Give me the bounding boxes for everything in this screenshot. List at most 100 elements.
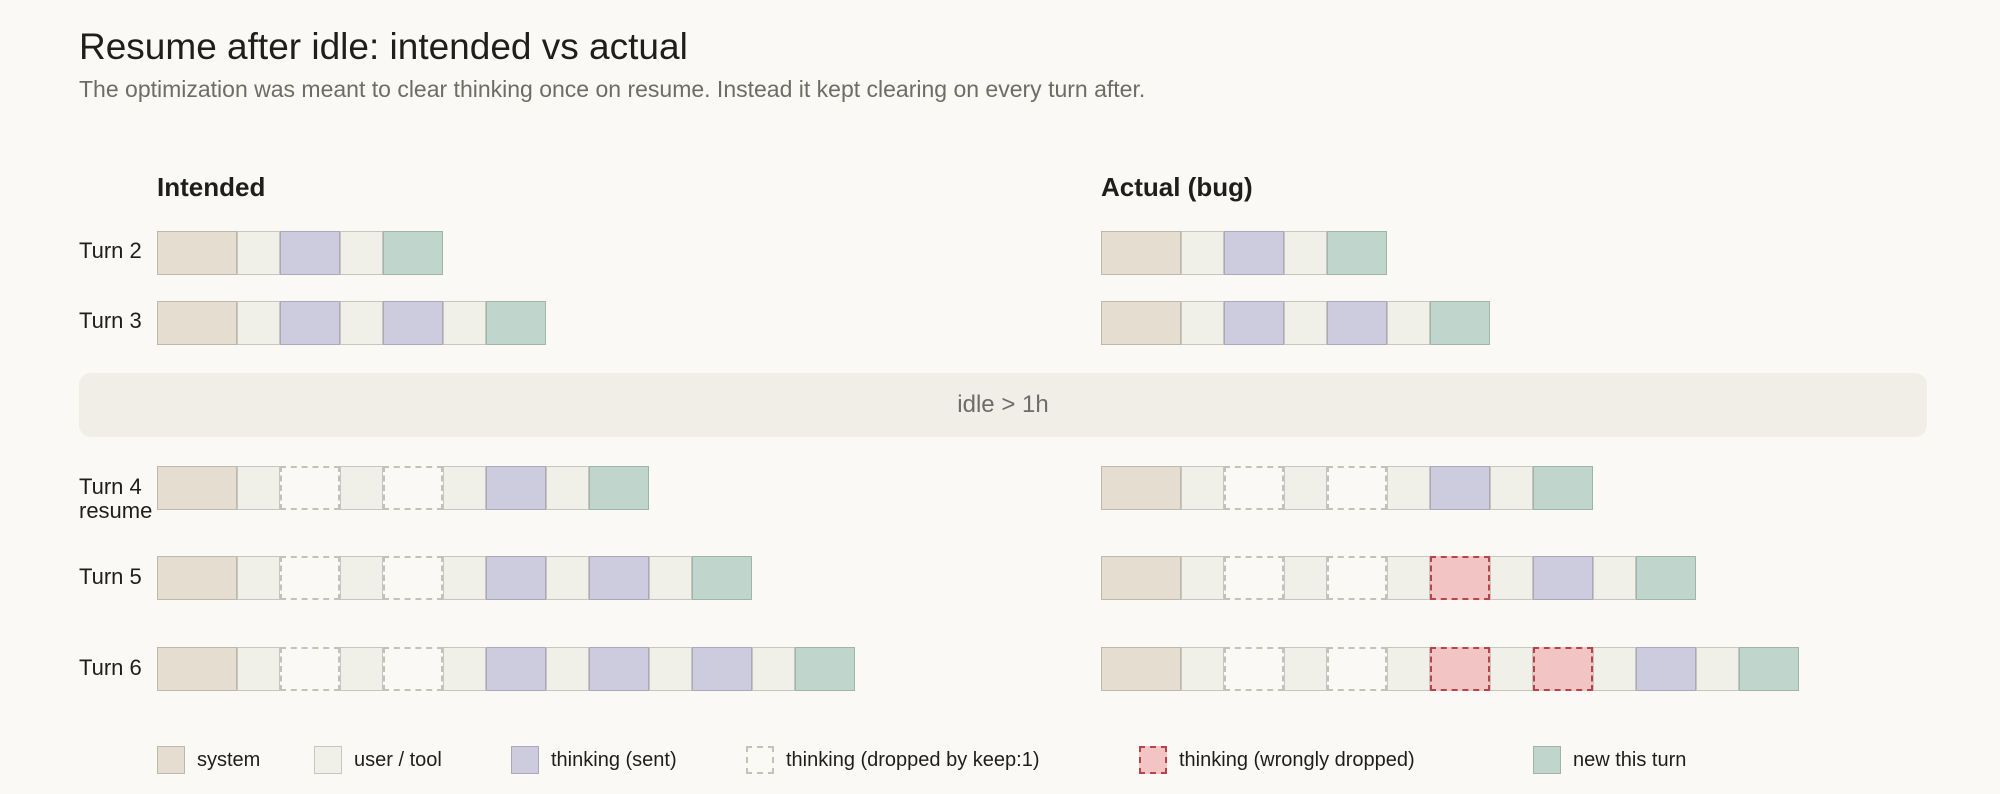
legend-system: system (157, 746, 260, 774)
user-tool-block (1593, 647, 1636, 691)
user-tool-block (1387, 647, 1430, 691)
user-tool-block (237, 231, 280, 275)
thinking-sent-block (1636, 647, 1696, 691)
user-tool-block (1181, 466, 1224, 510)
system-block (1101, 647, 1181, 691)
legend-label-system: system (197, 748, 261, 771)
user-tool-block (546, 556, 589, 600)
system-block (1101, 301, 1181, 345)
row-label-turn-2: Turn 2 (79, 238, 142, 263)
thinking-wrongly-dropped-block (1430, 556, 1490, 600)
legend-swatch-thinking-dropped (746, 746, 774, 774)
thinking-dropped-block (1327, 647, 1387, 691)
row-label-turn-5: Turn 5 (79, 564, 142, 589)
thinking-sent-block (383, 301, 443, 345)
user-tool-block (237, 556, 280, 600)
user-tool-block (1387, 556, 1430, 600)
user-tool-block (546, 647, 589, 691)
thinking-sent-block (486, 466, 546, 510)
thinking-dropped-block (1224, 556, 1284, 600)
system-block (1101, 231, 1181, 275)
user-tool-block (443, 556, 486, 600)
user-tool-block (237, 647, 280, 691)
user-tool-block (443, 647, 486, 691)
thinking-wrongly-dropped-block (1533, 647, 1593, 691)
thinking-dropped-block (1327, 466, 1387, 510)
legend-thinking-dropped: thinking (dropped by keep:1) (746, 746, 1040, 774)
thinking-sent-block (1533, 556, 1593, 600)
legend-label-thinking-dropped: thinking (dropped by keep:1) (786, 748, 1040, 771)
system-block (1101, 556, 1181, 600)
new-this-turn-block (1533, 466, 1593, 510)
user-tool-block (546, 466, 589, 510)
user-tool-block (237, 466, 280, 510)
user-tool-block (1696, 647, 1739, 691)
thinking-dropped-block (383, 556, 443, 600)
system-block (157, 647, 237, 691)
legend-label-new-this-turn: new this turn (1573, 748, 1687, 771)
user-tool-block (1284, 647, 1327, 691)
user-tool-block (1490, 647, 1533, 691)
user-tool-block (443, 301, 486, 345)
idle-label: idle > 1h (957, 391, 1049, 418)
legend-label-thinking-wrongly-dropped: thinking (wrongly dropped) (1179, 748, 1415, 771)
row-label-turn-3: Turn 3 (79, 308, 142, 333)
legend-user-tool: user / tool (314, 746, 442, 774)
user-tool-block (1387, 301, 1430, 345)
thinking-sent-block (692, 647, 752, 691)
user-tool-block (752, 647, 795, 691)
thinking-dropped-block (1327, 556, 1387, 600)
user-tool-block (1181, 647, 1224, 691)
legend-thinking-wrongly-dropped: thinking (wrongly dropped) (1139, 746, 1415, 774)
legend-label-thinking-sent: thinking (sent) (551, 748, 677, 771)
thinking-dropped-block (280, 466, 340, 510)
new-this-turn-block (692, 556, 752, 600)
user-tool-block (1181, 301, 1224, 345)
user-tool-block (649, 647, 692, 691)
user-tool-block (1490, 466, 1533, 510)
thinking-dropped-block (383, 647, 443, 691)
thinking-sent-block (1224, 231, 1284, 275)
new-this-turn-block (1430, 301, 1490, 345)
legend-swatch-user-tool (314, 746, 342, 774)
new-this-turn-block (589, 466, 649, 510)
user-tool-block (340, 301, 383, 345)
new-this-turn-block (1327, 231, 1387, 275)
thinking-sent-block (486, 647, 546, 691)
user-tool-block (1387, 466, 1430, 510)
new-this-turn-block (383, 231, 443, 275)
user-tool-block (443, 466, 486, 510)
legend-swatch-new-this-turn (1533, 746, 1561, 774)
row-label-turn-4: Turn 4 resume (79, 474, 153, 523)
new-this-turn-block (795, 647, 855, 691)
user-tool-block (237, 301, 280, 345)
thinking-dropped-block (1224, 466, 1284, 510)
user-tool-block (1284, 556, 1327, 600)
user-tool-block (1593, 556, 1636, 600)
user-tool-block (340, 466, 383, 510)
diagram-title: Resume after idle: intended vs actual (79, 26, 688, 67)
user-tool-block (1181, 556, 1224, 600)
user-tool-block (1490, 556, 1533, 600)
system-block (157, 231, 237, 275)
new-this-turn-block (1739, 647, 1799, 691)
diagram-subtitle: The optimization was meant to clear thin… (79, 76, 1146, 102)
legend-new-this-turn: new this turn (1533, 746, 1686, 774)
thinking-dropped-block (280, 647, 340, 691)
thinking-dropped-block (280, 556, 340, 600)
thinking-sent-block (1430, 466, 1490, 510)
new-this-turn-block (486, 301, 546, 345)
panel-heading-intended: Intended (157, 172, 266, 202)
user-tool-block (1284, 301, 1327, 345)
user-tool-block (340, 647, 383, 691)
user-tool-block (1284, 466, 1327, 510)
system-block (1101, 466, 1181, 510)
thinking-sent-block (280, 301, 340, 345)
thinking-sent-block (589, 647, 649, 691)
thinking-dropped-block (1224, 647, 1284, 691)
legend-swatch-thinking-sent (511, 746, 539, 774)
thinking-sent-block (589, 556, 649, 600)
user-tool-block (649, 556, 692, 600)
row-label-turn-6: Turn 6 (79, 655, 142, 680)
idle-divider: idle > 1h (79, 373, 1927, 437)
